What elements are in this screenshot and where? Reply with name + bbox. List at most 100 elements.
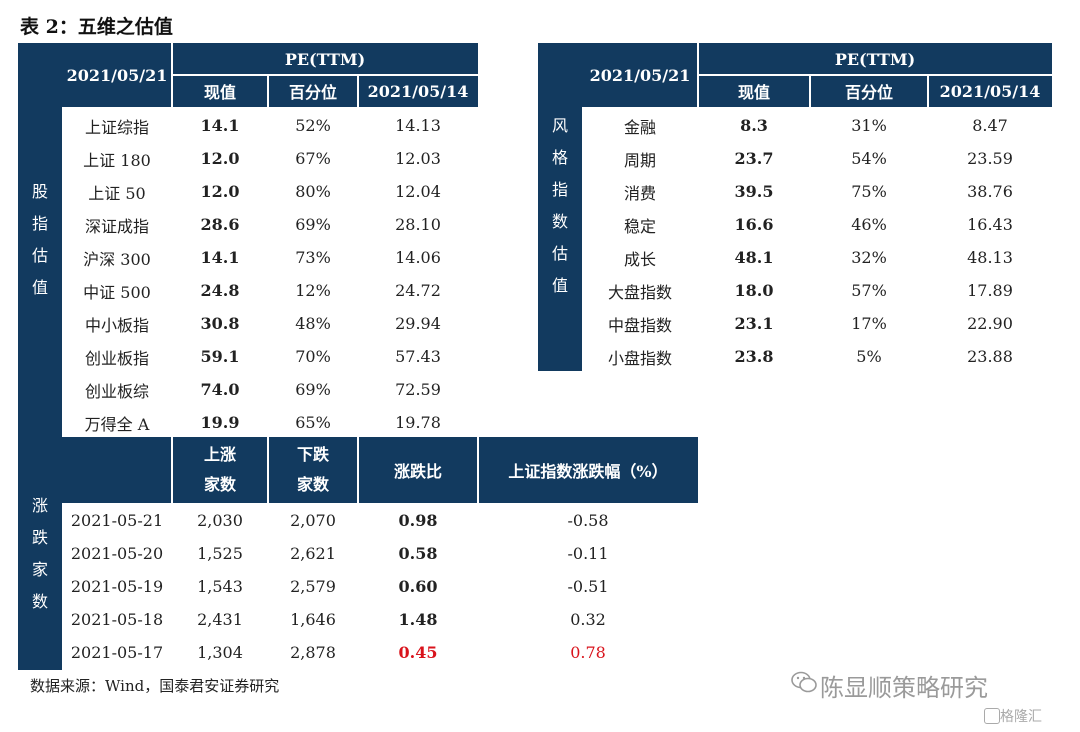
up-count: 2,431 bbox=[197, 610, 243, 629]
percentile-value: 48% bbox=[295, 314, 331, 333]
index-change: -0.58 bbox=[567, 511, 609, 530]
source-note: 数据来源：Wind，国泰君安证券研究 bbox=[30, 677, 280, 695]
previous-value: 16.43 bbox=[967, 215, 1013, 234]
current-value: 16.6 bbox=[734, 215, 774, 234]
current-value: 14.1 bbox=[200, 248, 240, 267]
row-label: 中证 500 bbox=[83, 282, 151, 302]
current-value: 23.1 bbox=[734, 314, 774, 333]
side-char: 估 bbox=[551, 244, 568, 263]
percentile-value: 17% bbox=[851, 314, 887, 333]
previous-value: 72.59 bbox=[395, 380, 441, 399]
row-label: 上证 180 bbox=[83, 150, 151, 170]
bottom-side-bar bbox=[18, 437, 62, 670]
row-label: 小盘指数 bbox=[607, 348, 672, 368]
index-change: -0.51 bbox=[567, 577, 609, 596]
row-label: 中小板指 bbox=[84, 315, 149, 335]
row-label: 创业板综 bbox=[84, 381, 149, 401]
side-char: 指 bbox=[31, 214, 48, 233]
row-date: 2021-05-20 bbox=[70, 544, 164, 563]
side-char: 值 bbox=[31, 278, 48, 297]
bottom-col-up-line2: 家数 bbox=[203, 475, 236, 494]
row-label: 万得全 A bbox=[84, 414, 150, 434]
up-down-ratio: 0.58 bbox=[398, 544, 438, 563]
row-label: 深证成指 bbox=[84, 216, 149, 236]
current-value: 12.0 bbox=[200, 182, 240, 201]
previous-value: 23.59 bbox=[967, 149, 1013, 168]
percentile-value: 73% bbox=[295, 248, 331, 267]
left-side-bar bbox=[18, 43, 62, 437]
divider bbox=[698, 74, 1052, 76]
previous-value: 38.76 bbox=[967, 182, 1013, 201]
left-date-header: 2021/05/21 bbox=[66, 65, 168, 85]
up-down-ratio: 0.45 bbox=[398, 643, 438, 662]
left-side-label: 股 指 估 值 bbox=[18, 176, 62, 304]
current-value: 8.3 bbox=[740, 116, 768, 135]
bottom-col-down: 下跌 家数 bbox=[268, 437, 358, 503]
percentile-value: 69% bbox=[295, 215, 331, 234]
side-char: 股 bbox=[31, 182, 48, 201]
current-value: 18.0 bbox=[734, 281, 774, 300]
percentile-value: 5% bbox=[856, 347, 882, 366]
right-date-header: 2021/05/21 bbox=[589, 65, 691, 85]
side-char: 数 bbox=[551, 212, 568, 231]
down-count: 2,878 bbox=[290, 643, 336, 662]
row-label: 金融 bbox=[623, 117, 656, 137]
row-label: 创业板指 bbox=[84, 348, 149, 368]
index-change: 0.32 bbox=[570, 610, 606, 629]
current-value: 12.0 bbox=[200, 149, 240, 168]
index-change: 0.78 bbox=[570, 643, 606, 662]
divider bbox=[267, 75, 269, 107]
divider bbox=[357, 437, 359, 503]
bottom-col-down-line1: 下跌 bbox=[296, 445, 329, 464]
side-char: 值 bbox=[551, 276, 568, 295]
wechat-icon bbox=[790, 670, 818, 694]
previous-value: 14.06 bbox=[395, 248, 441, 267]
side-char: 家 bbox=[31, 560, 48, 579]
percentile-value: 67% bbox=[295, 149, 331, 168]
right-col-current: 现值 bbox=[737, 83, 770, 102]
percentile-value: 32% bbox=[851, 248, 887, 267]
percentile-value: 70% bbox=[295, 347, 331, 366]
side-char: 数 bbox=[31, 592, 48, 611]
row-label: 上证 50 bbox=[88, 183, 146, 203]
bottom-side-label: 涨 跌 家 数 bbox=[18, 490, 62, 618]
down-count: 2,579 bbox=[290, 577, 336, 596]
up-count: 1,525 bbox=[197, 544, 243, 563]
divider bbox=[927, 75, 929, 107]
up-count: 2,030 bbox=[197, 511, 243, 530]
side-char: 估 bbox=[31, 246, 48, 265]
row-date: 2021-05-19 bbox=[70, 577, 164, 596]
current-value: 59.1 bbox=[200, 347, 240, 366]
bottom-col-up-line1: 上涨 bbox=[203, 445, 236, 464]
current-value: 19.9 bbox=[200, 413, 240, 432]
bottom-col-up: 上涨 家数 bbox=[172, 437, 268, 503]
bottom-col-ratio: 涨跌比 bbox=[393, 462, 442, 481]
down-count: 2,621 bbox=[290, 544, 336, 563]
percentile-value: 65% bbox=[295, 413, 331, 432]
current-value: 23.7 bbox=[734, 149, 774, 168]
previous-value: 12.03 bbox=[395, 149, 441, 168]
current-value: 28.6 bbox=[200, 215, 240, 234]
side-char: 格 bbox=[551, 148, 568, 167]
previous-value: 29.94 bbox=[395, 314, 441, 333]
previous-value: 23.88 bbox=[967, 347, 1013, 366]
divider bbox=[477, 437, 479, 503]
row-label: 中盘指数 bbox=[607, 315, 672, 335]
divider bbox=[267, 437, 269, 503]
right-col-percentile: 百分位 bbox=[844, 83, 893, 102]
watermark-text: 陈显顺策略研究 bbox=[820, 674, 988, 702]
divider bbox=[171, 437, 173, 503]
right-col-prev: 2021/05/14 bbox=[939, 81, 1041, 101]
row-date: 2021-05-21 bbox=[70, 511, 164, 530]
percentile-value: 75% bbox=[851, 182, 887, 201]
index-change: -0.11 bbox=[567, 544, 609, 563]
side-char: 涨 bbox=[31, 496, 48, 515]
up-count: 1,543 bbox=[197, 577, 243, 596]
previous-value: 24.72 bbox=[395, 281, 441, 300]
percentile-value: 54% bbox=[851, 149, 887, 168]
previous-value: 14.13 bbox=[395, 116, 441, 135]
percentile-value: 31% bbox=[851, 116, 887, 135]
percentile-value: 69% bbox=[295, 380, 331, 399]
current-value: 23.8 bbox=[734, 347, 774, 366]
current-value: 39.5 bbox=[734, 182, 774, 201]
